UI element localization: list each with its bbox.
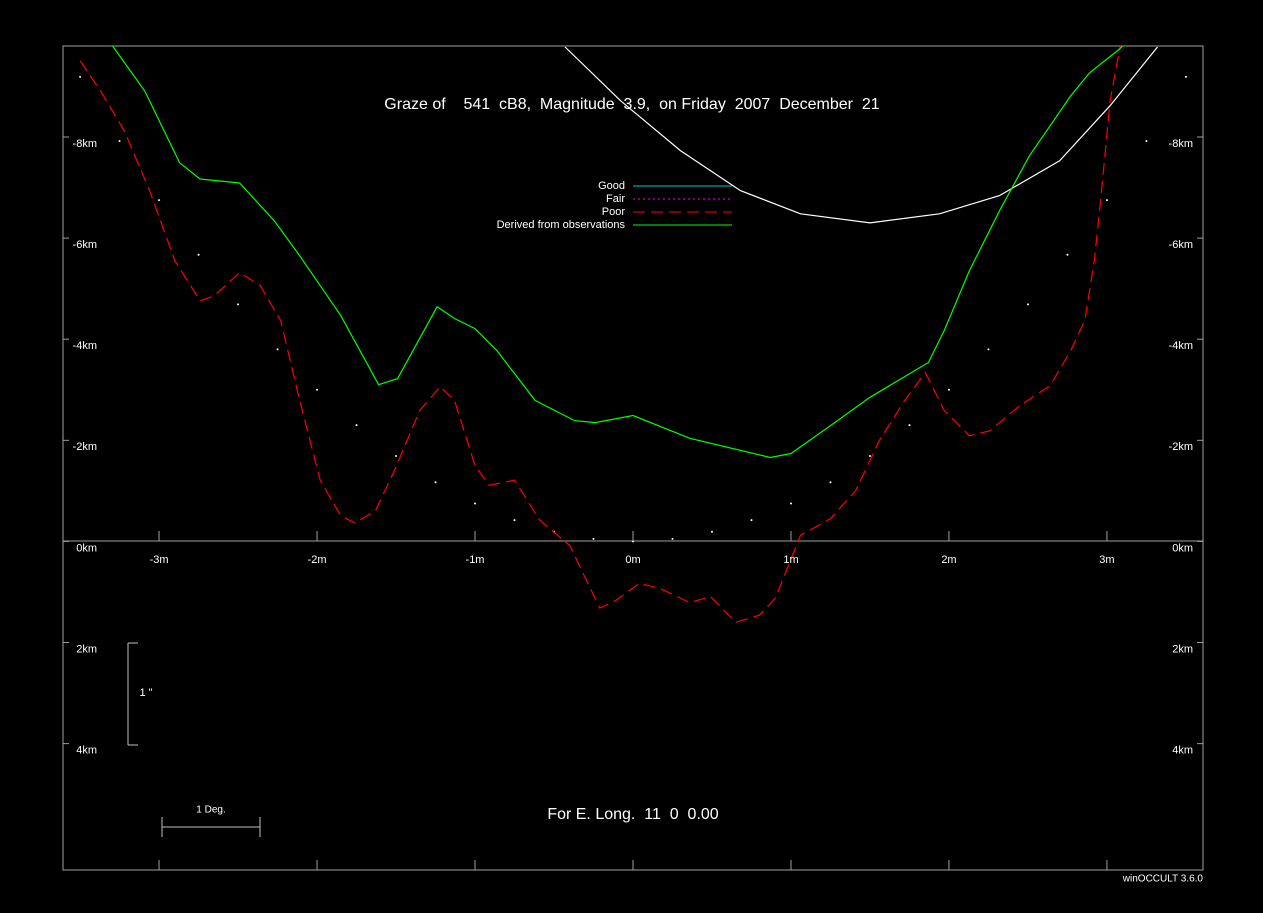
arcsec-scale-bar	[127, 642, 138, 746]
x-tick-label: -2m	[308, 554, 327, 566]
profile-dot	[947, 388, 950, 391]
y-tick-label: 0km	[76, 542, 97, 554]
y-tick-label: 2km	[1172, 643, 1193, 655]
y-tick-label: -4km	[1169, 340, 1193, 352]
profile-line	[111, 46, 1124, 459]
profile-dot	[434, 481, 437, 484]
y-tick-label: -8km	[1169, 138, 1193, 150]
x-tick-label: -1m	[466, 554, 485, 566]
profile-dot	[868, 454, 871, 457]
profile-dot	[118, 140, 121, 143]
y-tick-label: -8km	[73, 138, 97, 150]
profile-dot	[158, 199, 161, 202]
degree-scale-bar	[161, 817, 261, 837]
footer: For E. Long. 11 0 0.00	[547, 806, 718, 823]
profile-dot	[276, 348, 279, 351]
y-tick-label: 4km	[76, 745, 97, 757]
profile-dot	[829, 481, 832, 484]
profile-line	[79, 46, 1121, 623]
y-tick-label: -2km	[73, 441, 97, 453]
y-tick-label: -6km	[1169, 239, 1193, 251]
profile-dot	[1105, 199, 1108, 202]
profile-dot	[395, 454, 398, 457]
credit: winOCCULT 3.6.0	[1122, 874, 1204, 885]
profile-dot	[710, 530, 713, 533]
profile-dot	[197, 253, 200, 256]
profile-dot	[750, 519, 753, 522]
y-tick-label: 2km	[76, 643, 97, 655]
profile-dot	[474, 502, 477, 505]
x-tick-label: 3m	[1099, 554, 1114, 566]
profile-dot	[1145, 140, 1148, 143]
degree-scale-label: 1 Deg.	[196, 805, 225, 816]
y-tick-label: 4km	[1172, 745, 1193, 757]
x-tick-label: -3m	[150, 554, 169, 566]
profile-dot	[237, 303, 240, 306]
legend-label: Derived from observations	[497, 219, 626, 231]
y-tick-label: -6km	[73, 239, 97, 251]
legend-label: Poor	[602, 206, 626, 218]
chart-title: Graze of 541 cB8, Magnitude 3.9, on Frid…	[384, 96, 879, 113]
profile-dot	[513, 519, 516, 522]
x-tick-label: 0m	[625, 554, 640, 566]
profile-dot	[987, 348, 990, 351]
profile-dot	[1026, 303, 1029, 306]
legend-label: Fair	[606, 193, 625, 205]
profile-dot	[592, 537, 595, 540]
x-tick-label: 2m	[941, 554, 956, 566]
x-tick-label: 1m	[783, 554, 798, 566]
y-tick-label: -2km	[1169, 441, 1193, 453]
profile-dot	[316, 388, 319, 391]
profile-dot	[671, 537, 674, 540]
profile-dot	[908, 424, 911, 427]
profile-line	[79, 46, 1158, 224]
profile-dot	[1184, 75, 1187, 78]
y-tick-label: -4km	[73, 340, 97, 352]
y-tick-label: 0km	[1172, 542, 1193, 554]
legend-label: Good	[598, 180, 625, 192]
profile-dot	[789, 502, 792, 505]
profile-dot	[79, 75, 82, 78]
arcsec-scale-label: 1 "	[139, 687, 152, 699]
curves	[79, 46, 1187, 623]
profile-dot	[355, 424, 358, 427]
profile-dot	[1066, 253, 1069, 256]
